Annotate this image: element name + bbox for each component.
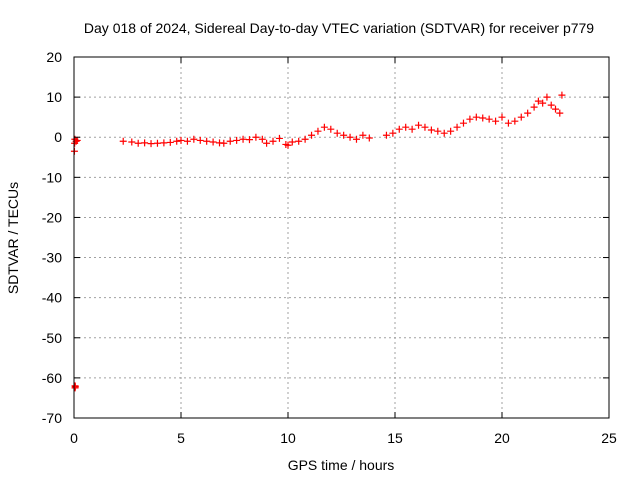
y-tick-label: 0: [54, 129, 62, 145]
data-point: [177, 136, 185, 144]
y-tick-label: -10: [42, 169, 62, 185]
x-tick-labels: 0 5 10 15 20 25: [70, 430, 617, 446]
data-point: [459, 119, 467, 127]
data-point: [119, 137, 127, 145]
data-point: [128, 138, 136, 146]
data-point: [402, 123, 410, 131]
chart-title: Day 018 of 2024, Sidereal Day-to-day VTE…: [84, 20, 594, 36]
data-point: [327, 125, 335, 133]
data-point: [408, 125, 416, 133]
x-tick-label: 10: [280, 430, 296, 446]
data-point: [147, 140, 155, 148]
y-tick-label: -20: [42, 209, 62, 225]
data-point: [190, 135, 198, 143]
data-point: [252, 133, 260, 141]
y-tick-label: 20: [46, 49, 62, 65]
data-point: [220, 139, 228, 147]
y-tick-label: 10: [46, 89, 62, 105]
data-point: [447, 127, 455, 135]
data-point: [359, 131, 367, 139]
data-point: [258, 135, 266, 143]
data-points: [70, 91, 566, 392]
data-point: [320, 123, 328, 131]
data-point: [511, 117, 519, 125]
y-tick-label: -50: [42, 330, 62, 346]
data-point: [543, 93, 551, 101]
grid-lines: [74, 57, 609, 418]
x-tick-label: 5: [177, 430, 185, 446]
data-point: [209, 138, 217, 146]
plot-frame: [73, 56, 610, 419]
data-point: [333, 129, 341, 137]
data-point: [427, 126, 435, 134]
data-point: [479, 114, 487, 122]
data-point: [517, 113, 525, 121]
data-point: [547, 101, 555, 109]
y-tick-labels: -70 -60 -50 -40 -30 -20 -10 0 10 20: [42, 49, 62, 426]
data-point: [160, 139, 168, 147]
data-point: [196, 136, 204, 144]
y-tick-label: -30: [42, 250, 62, 266]
data-point: [340, 131, 348, 139]
data-point: [284, 141, 292, 149]
data-point: [239, 135, 247, 143]
data-point: [308, 131, 316, 139]
data-point: [141, 139, 149, 147]
data-point: [245, 136, 253, 144]
data-point: [134, 139, 142, 147]
data-point: [492, 117, 500, 125]
data-point: [524, 109, 532, 117]
data-point: [453, 123, 461, 131]
data-point: [466, 115, 474, 123]
data-point: [73, 136, 81, 144]
data-point: [504, 119, 512, 127]
data-point: [395, 125, 403, 133]
data-point: [539, 99, 547, 107]
data-point: [352, 135, 360, 143]
data-point: [226, 137, 234, 145]
data-point: [153, 139, 161, 147]
data-point: [530, 103, 538, 111]
x-tick-label: 25: [601, 430, 617, 446]
data-point: [263, 139, 271, 147]
data-point: [173, 137, 181, 145]
data-point: [421, 123, 429, 131]
data-point: [558, 91, 566, 99]
data-point: [434, 127, 442, 135]
data-point: [295, 137, 303, 145]
data-point: [166, 138, 174, 146]
x-tick-label: 15: [387, 430, 403, 446]
x-axis-label: GPS time / hours: [288, 457, 395, 473]
y-axis-label: SDTVAR / TECUs: [5, 182, 21, 294]
data-point: [183, 137, 191, 145]
data-point: [365, 134, 373, 142]
data-point: [382, 131, 390, 139]
data-point: [275, 134, 283, 142]
axis-ticks: [73, 56, 610, 419]
data-point: [440, 129, 448, 137]
y-tick-label: -40: [42, 290, 62, 306]
data-point: [269, 137, 277, 145]
data-point: [552, 105, 559, 113]
data-point: [472, 113, 480, 121]
data-point: [389, 129, 397, 137]
data-point: [498, 113, 506, 121]
data-point: [534, 97, 542, 105]
data-point: [485, 115, 493, 123]
data-point: [314, 127, 322, 135]
data-point: [288, 138, 296, 146]
data-point: [301, 135, 309, 143]
data-point: [556, 109, 564, 117]
data-point: [233, 136, 241, 144]
x-tick-label: 0: [70, 430, 78, 446]
data-point: [415, 121, 423, 129]
data-point: [346, 133, 354, 141]
x-tick-label: 20: [494, 430, 510, 446]
data-point: [203, 137, 211, 145]
data-point: [71, 383, 79, 391]
y-tick-label: -60: [42, 370, 62, 386]
y-tick-label: -70: [42, 410, 62, 426]
